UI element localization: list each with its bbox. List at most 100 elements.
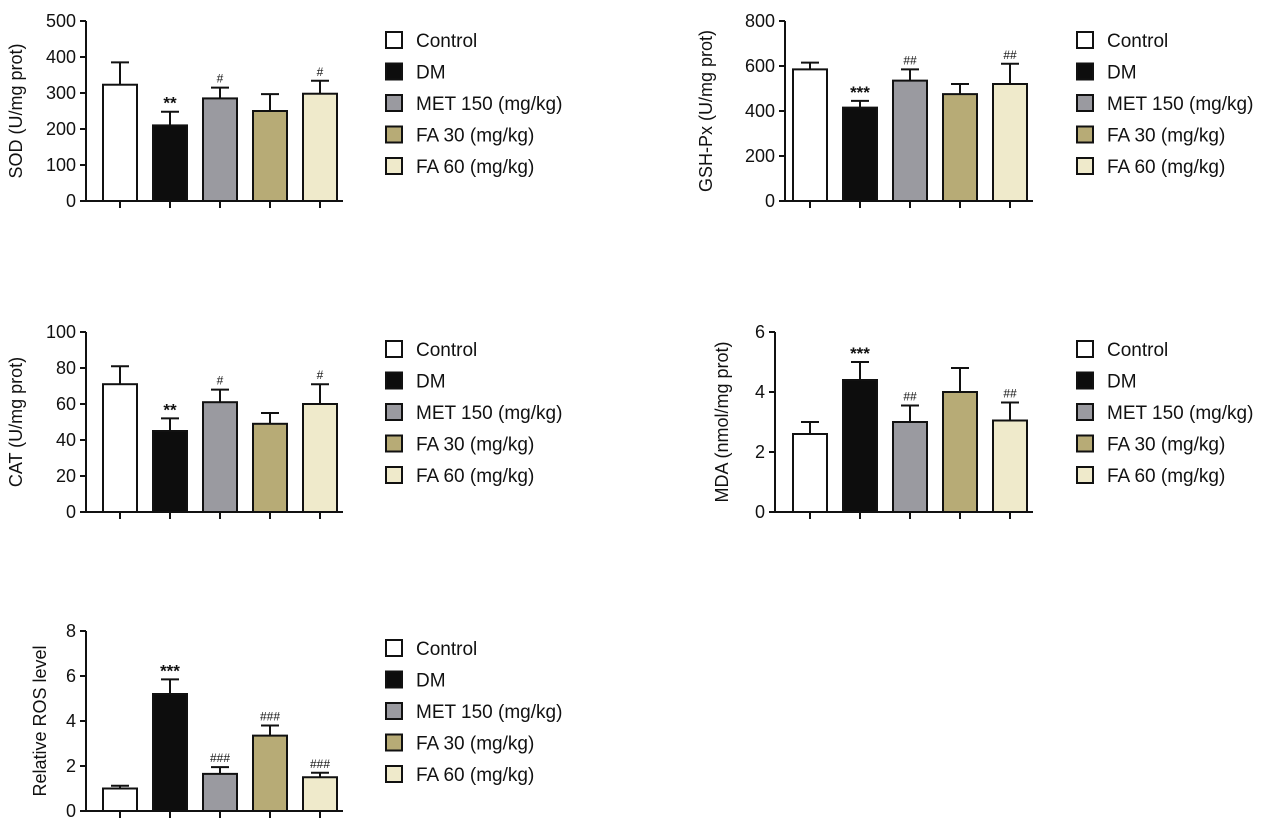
legend-swatch (385, 639, 403, 657)
significance-label: *** (850, 83, 870, 102)
legend-label: FA 60 (mg/kg) (416, 157, 534, 178)
significance-label: # (317, 65, 324, 79)
significance-label: ** (163, 400, 177, 419)
legend-label: Control (416, 31, 477, 52)
bar-control (102, 83, 138, 202)
bar-control (102, 383, 138, 514)
y-tick-label: 8 (66, 621, 76, 641)
legend-label: FA 60 (mg/kg) (416, 466, 534, 487)
y-tick-label: 2 (66, 756, 76, 776)
y-tick-label: 400 (46, 47, 76, 67)
legend-swatch (385, 733, 403, 752)
significance-label: # (317, 368, 324, 382)
legend-label: DM (416, 671, 446, 692)
legend-swatch (1076, 62, 1094, 81)
bar-fa-60-mg-kg (302, 92, 338, 202)
bar-dm (152, 124, 188, 202)
y-tick-label: 80 (56, 358, 76, 378)
y-tick-label: 40 (56, 430, 76, 450)
bar-fa-60-mg-kg (992, 419, 1028, 513)
legend-label: DM (1107, 63, 1137, 84)
y-tick-label: 20 (56, 466, 76, 486)
legend-label: DM (1107, 372, 1137, 393)
bar-dm (152, 693, 188, 812)
y-axis-title: SOD (U/mg prot) (6, 43, 26, 178)
significance-label: ### (310, 757, 330, 771)
legend-label: FA 60 (mg/kg) (416, 765, 534, 786)
y-tick-label: 0 (765, 191, 775, 211)
y-axis-title: GSH-Px (U/mg prot) (696, 30, 716, 192)
significance-label: ## (1003, 48, 1017, 62)
legend-swatch (385, 94, 403, 112)
legend-swatch (1076, 94, 1094, 112)
significance-label: # (217, 374, 224, 388)
y-tick-label: 0 (66, 502, 76, 522)
bar-control (792, 433, 828, 513)
y-tick-label: 600 (745, 56, 775, 76)
legend-swatch (1076, 466, 1094, 484)
legend-swatch (385, 466, 403, 484)
y-tick-label: 200 (46, 119, 76, 139)
y-tick-label: 100 (46, 155, 76, 175)
y-tick-label: 100 (46, 322, 76, 342)
legend-swatch (1076, 371, 1094, 390)
y-tick-label: 4 (755, 382, 765, 402)
y-tick-label: 300 (46, 83, 76, 103)
y-tick-label: 0 (755, 502, 765, 522)
legend-label: FA 30 (mg/kg) (416, 734, 534, 755)
legend-swatch (385, 62, 403, 81)
legend-swatch (1076, 340, 1094, 358)
bar-fa-30-mg-kg (252, 422, 288, 513)
y-tick-label: 0 (66, 801, 76, 820)
legend-label: Control (1107, 340, 1168, 361)
legend-label: MET 150 (mg/kg) (416, 702, 562, 723)
legend-label: Control (416, 639, 477, 660)
legend-swatch (385, 765, 403, 783)
bar-fa-60-mg-kg (302, 403, 338, 513)
y-axis-title: Relative ROS level (30, 645, 50, 796)
legend-label: MET 150 (mg/kg) (416, 403, 562, 424)
bar-fa-60-mg-kg (302, 776, 338, 812)
bar-met-150-mg-kg (202, 97, 238, 202)
legend-label: FA 30 (mg/kg) (416, 126, 534, 147)
legend-label: Control (416, 340, 477, 361)
y-tick-label: 6 (66, 666, 76, 686)
significance-label: ## (903, 390, 917, 404)
chart-cat: 0 20 40 60 80 100 CAT (U/mg prot) ** # # Control DM… (6, 322, 562, 522)
bar-met-150-mg-kg (202, 772, 238, 812)
legend-swatch (385, 434, 403, 453)
legend-label: FA 30 (mg/kg) (1107, 435, 1225, 456)
significance-label: ** (163, 94, 177, 113)
bar-dm (842, 106, 878, 202)
bar-met-150-mg-kg (202, 401, 238, 514)
bar-fa-30-mg-kg (942, 93, 978, 202)
legend-swatch (1076, 125, 1094, 144)
bar-fa-30-mg-kg (252, 110, 288, 202)
legend-label: DM (416, 372, 446, 393)
bar-met-150-mg-kg (892, 421, 928, 513)
y-tick-label: 6 (755, 322, 765, 342)
legend-swatch (1076, 31, 1094, 49)
y-tick-label: 500 (46, 11, 76, 31)
significance-label: *** (160, 661, 180, 680)
legend-swatch (1076, 434, 1094, 453)
legend-label: MET 150 (mg/kg) (1107, 403, 1253, 424)
legend-label: MET 150 (mg/kg) (1107, 94, 1253, 115)
chart-ros: 0 2 4 6 8 Relative ROS level *** ### ### ### Contr… (30, 621, 562, 820)
bar-met-150-mg-kg (892, 79, 928, 202)
legend-swatch (385, 31, 403, 49)
significance-label: ## (1003, 387, 1017, 401)
y-axis-title: MDA (nmol/mg prot) (712, 341, 732, 502)
legend-swatch (385, 125, 403, 144)
significance-label: ### (210, 751, 230, 765)
legend-swatch (385, 702, 403, 720)
y-axis-title: CAT (U/mg prot) (6, 357, 26, 487)
significance-label: # (217, 72, 224, 86)
legend-swatch (385, 670, 403, 689)
legend-swatch (1076, 403, 1094, 421)
chart-mda: 0 2 4 6 MDA (nmol/mg prot) *** ## ## Control DM ME… (712, 322, 1253, 522)
y-tick-label: 2 (755, 442, 765, 462)
legend-label: Control (1107, 31, 1168, 52)
legend-label: FA 60 (mg/kg) (1107, 157, 1225, 178)
y-tick-label: 200 (745, 146, 775, 166)
